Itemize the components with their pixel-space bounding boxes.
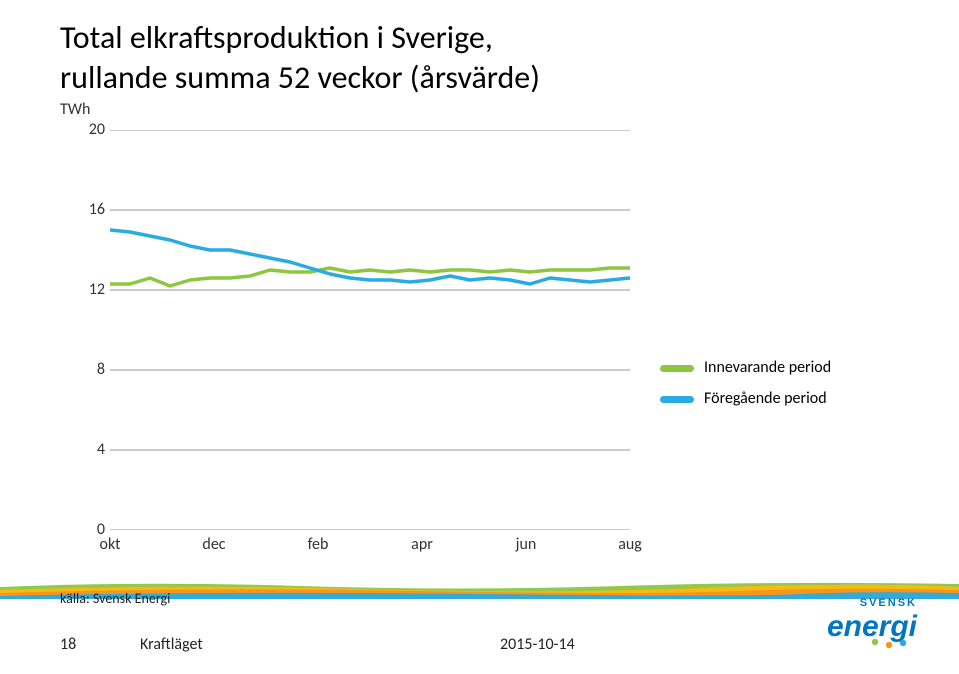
svg-text:SVENSK: SVENSK	[860, 597, 917, 609]
x-tick-label: dec	[202, 535, 225, 554]
legend-label: Föregående period	[704, 389, 827, 408]
x-tick-label: jun	[516, 535, 537, 554]
legend-swatch	[660, 365, 694, 372]
y-tick-label: 20	[60, 120, 105, 139]
y-axis-unit: TWh	[60, 100, 90, 119]
svensk-energi-logo: SVENSKenergi	[799, 594, 919, 654]
legend-label: Innevarande period	[704, 358, 831, 377]
y-tick-label: 8	[60, 360, 105, 379]
y-tick-label: 16	[60, 200, 105, 219]
source-line: källa: Svensk Energi	[60, 590, 170, 607]
y-axis-labels: 048121620	[60, 130, 105, 530]
page-number: 18	[60, 635, 76, 654]
legend-item: Innevarande period	[660, 358, 831, 377]
title-line-2: rullande summa 52 veckor (årsvärde)	[60, 58, 540, 97]
x-tick-label: feb	[308, 535, 329, 554]
x-tick-label: apr	[411, 535, 433, 554]
svg-text:energi: energi	[827, 610, 918, 643]
title-line-1: Total elkraftsproduktion i Sverige,	[60, 18, 493, 57]
x-tick-label: okt	[100, 535, 121, 554]
y-tick-label: 0	[60, 520, 105, 539]
x-axis-labels: oktdecfebaprjunaug	[110, 535, 630, 565]
y-tick-label: 4	[60, 440, 105, 459]
y-tick-label: 12	[60, 280, 105, 299]
x-tick-label: aug	[618, 535, 642, 554]
legend-item: Föregående period	[660, 389, 831, 408]
chart-area: TWh 048121620 oktdecfebaprjunaug	[110, 130, 630, 530]
report-date: 2015-10-14	[500, 635, 575, 654]
page-title: Total elkraftsproduktion i Sverige, rull…	[60, 18, 540, 98]
legend: Innevarande period Föregående period	[660, 358, 831, 420]
chart-svg	[110, 130, 630, 530]
legend-swatch	[660, 396, 694, 403]
report-title: Kraftläget	[140, 635, 203, 654]
